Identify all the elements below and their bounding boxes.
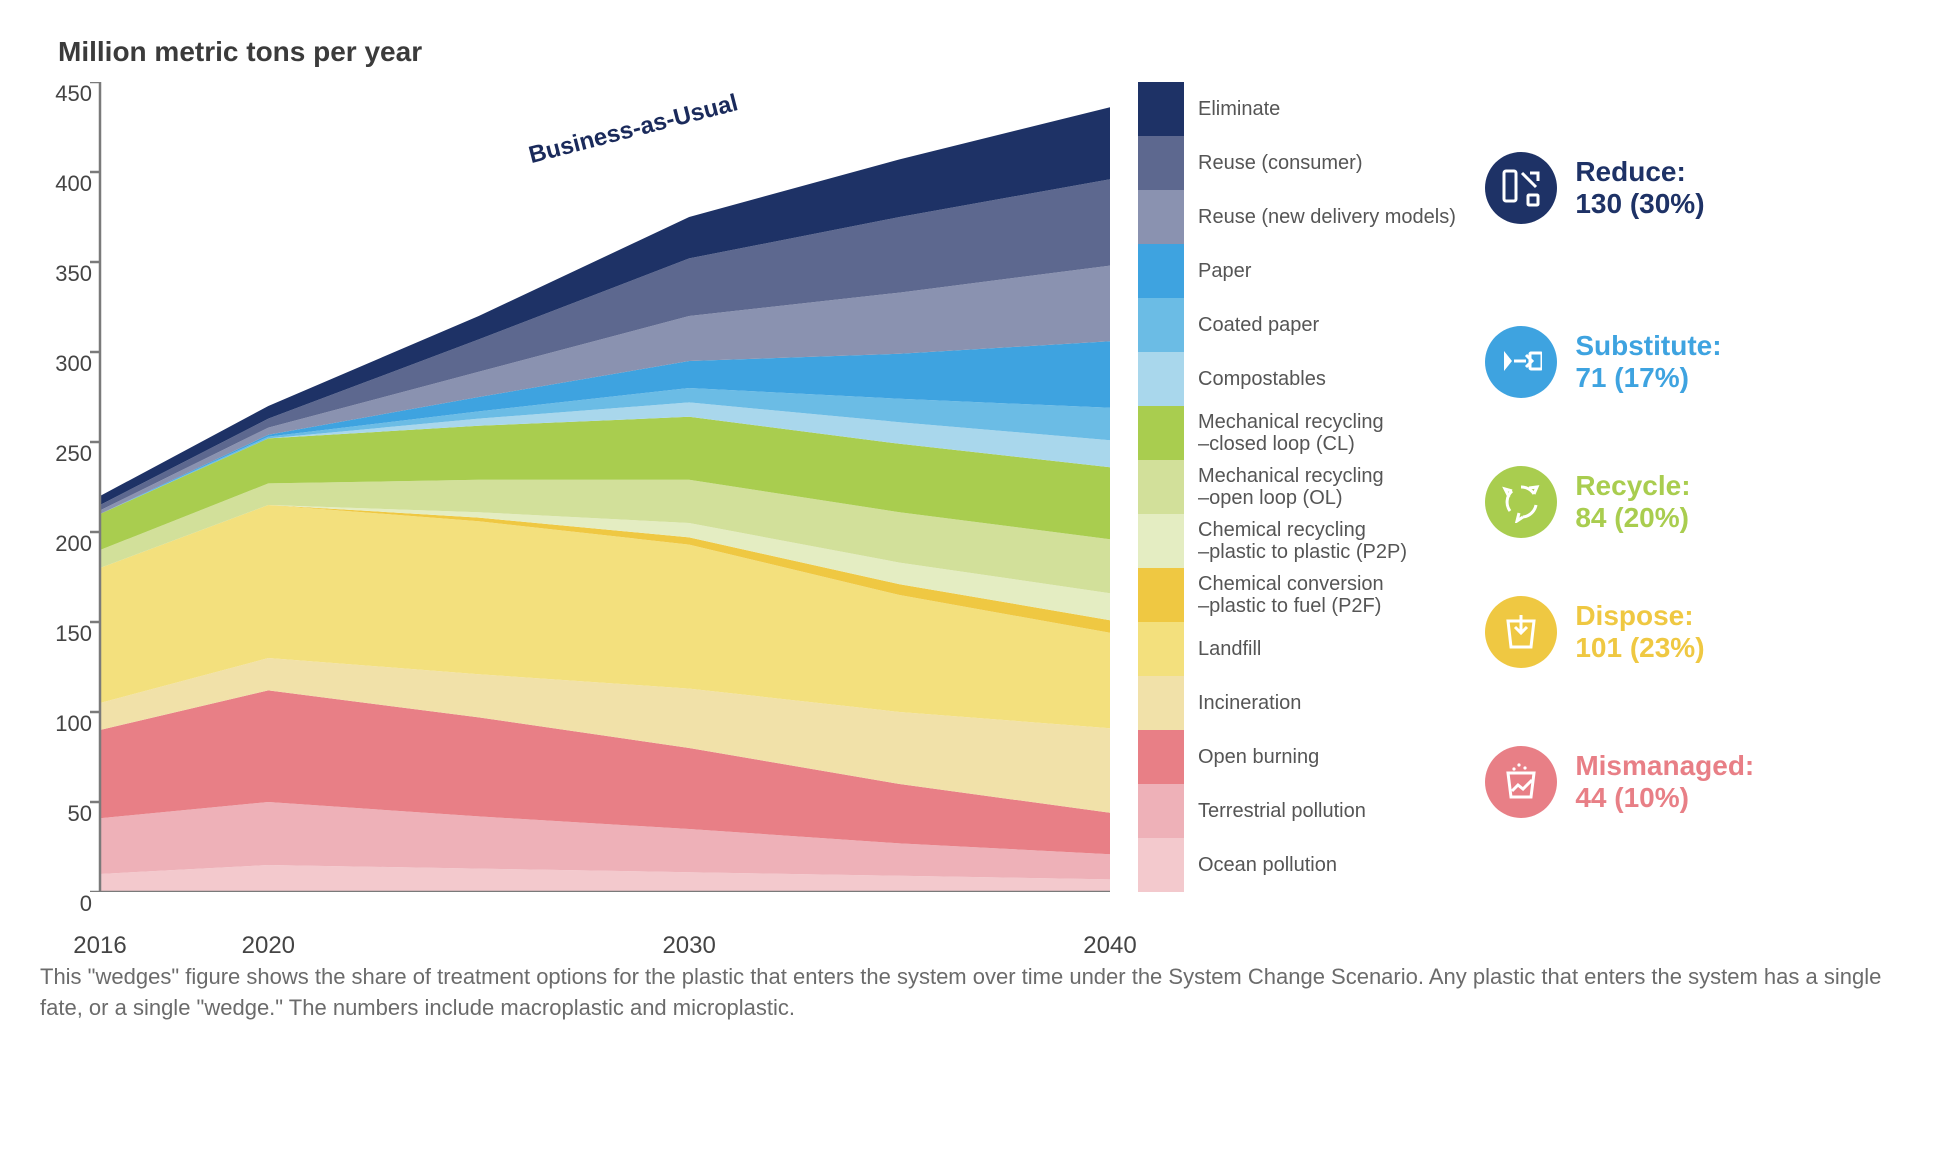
- legend-swatch: [1138, 514, 1184, 568]
- legend-item: Mechanical recycling –closed loop (CL): [1138, 406, 1457, 460]
- group-badge-recycle: Recycle:84 (20%): [1485, 466, 1690, 538]
- mismanaged-icon: [1485, 746, 1557, 818]
- legend-swatch: [1138, 244, 1184, 298]
- y-tick-label: 400: [55, 171, 92, 197]
- x-tick-label: 2020: [242, 932, 295, 960]
- legend-item: Reuse (consumer): [1138, 136, 1457, 190]
- legend-swatch: [1138, 82, 1184, 136]
- legend-swatch: [1138, 784, 1184, 838]
- group-label: Dispose:101 (23%): [1575, 600, 1704, 664]
- legend-item: Compostables: [1138, 352, 1457, 406]
- group-badge-substitute: Substitute:71 (17%): [1485, 326, 1721, 398]
- group-badge-reduce: Reduce:130 (30%): [1485, 152, 1704, 224]
- x-tick-label: 2040: [1083, 932, 1136, 960]
- legend-swatch: [1138, 352, 1184, 406]
- legend-swatch: [1138, 730, 1184, 784]
- legend-label: Terrestrial pollution: [1184, 800, 1366, 822]
- legend-label: Incineration: [1184, 692, 1301, 714]
- legend-item: Ocean pollution: [1138, 838, 1457, 892]
- group-label: Reduce:130 (30%): [1575, 156, 1704, 220]
- y-tick-label: 200: [55, 531, 92, 557]
- reduce-icon: [1485, 152, 1557, 224]
- y-axis: 050100150200250300350400450: [40, 82, 100, 892]
- group-badge-mismanaged: Mismanaged:44 (10%): [1485, 746, 1754, 818]
- legend-label: Mechanical recycling –open loop (OL): [1184, 465, 1384, 510]
- substitute-icon: [1485, 326, 1557, 398]
- y-tick-label: 450: [55, 81, 92, 107]
- y-tick-label: 300: [55, 351, 92, 377]
- legend-swatch: [1138, 622, 1184, 676]
- legend-label: Reuse (new delivery models): [1184, 206, 1456, 228]
- legend-label: Eliminate: [1184, 98, 1280, 120]
- recycle-icon: [1485, 466, 1557, 538]
- legend-swatch: [1138, 298, 1184, 352]
- legend-item: Coated paper: [1138, 298, 1457, 352]
- y-tick-label: 50: [68, 801, 92, 827]
- legend-item: Mechanical recycling –open loop (OL): [1138, 460, 1457, 514]
- x-tick-label: 2016: [73, 932, 126, 960]
- legend-label: Chemical recycling –plastic to plastic (…: [1184, 519, 1407, 564]
- legend-item: Terrestrial pollution: [1138, 784, 1457, 838]
- y-tick-label: 350: [55, 261, 92, 287]
- legend-swatch: [1138, 190, 1184, 244]
- y-tick-label: 0: [80, 891, 92, 917]
- chart-subtitle: Million metric tons per year: [58, 36, 1894, 68]
- legend-item: Chemical recycling –plastic to plastic (…: [1138, 514, 1457, 568]
- legend-item: Reuse (new delivery models): [1138, 190, 1457, 244]
- legend-item: Open burning: [1138, 730, 1457, 784]
- legend-label: Mechanical recycling –closed loop (CL): [1184, 411, 1384, 456]
- x-tick-label: 2030: [662, 932, 715, 960]
- group-label: Mismanaged:44 (10%): [1575, 750, 1754, 814]
- legend-swatch: [1138, 136, 1184, 190]
- legend-label: Ocean pollution: [1184, 854, 1337, 876]
- legend-item: Chemical conversion –plastic to fuel (P2…: [1138, 568, 1457, 622]
- group-label: Recycle:84 (20%): [1575, 470, 1690, 534]
- legend-label: Open burning: [1184, 746, 1319, 768]
- dispose-icon: [1485, 596, 1557, 668]
- legend-label: Reuse (consumer): [1184, 152, 1363, 174]
- legend-swatch: [1138, 838, 1184, 892]
- legend-swatch: [1138, 406, 1184, 460]
- legend-swatch: [1138, 568, 1184, 622]
- legend-label: Coated paper: [1184, 314, 1319, 336]
- group-label: Substitute:71 (17%): [1575, 330, 1721, 394]
- chart-caption: This "wedges" figure shows the share of …: [40, 962, 1890, 1024]
- legend-label: Compostables: [1184, 368, 1326, 390]
- legend: Eliminate Reuse (consumer) Reuse (new deli…: [1138, 82, 1457, 892]
- legend-swatch: [1138, 460, 1184, 514]
- legend-item: Eliminate: [1138, 82, 1457, 136]
- legend-item: Paper: [1138, 244, 1457, 298]
- legend-item: Incineration: [1138, 676, 1457, 730]
- legend-label: Chemical conversion –plastic to fuel (P2…: [1184, 573, 1384, 618]
- chart-svg: [40, 82, 1110, 892]
- y-tick-label: 150: [55, 621, 92, 647]
- stacked-area-chart: 050100150200250300350400450 201620202030…: [40, 82, 1110, 892]
- legend-label: Landfill: [1184, 638, 1261, 660]
- group-badge-dispose: Dispose:101 (23%): [1485, 596, 1704, 668]
- group-badge-column: Reduce:130 (30%) Substitute:71 (17%) Recyc…: [1485, 82, 1894, 892]
- y-tick-label: 100: [55, 711, 92, 737]
- y-tick-label: 250: [55, 441, 92, 467]
- legend-item: Landfill: [1138, 622, 1457, 676]
- legend-label: Paper: [1184, 260, 1251, 282]
- legend-swatch: [1138, 676, 1184, 730]
